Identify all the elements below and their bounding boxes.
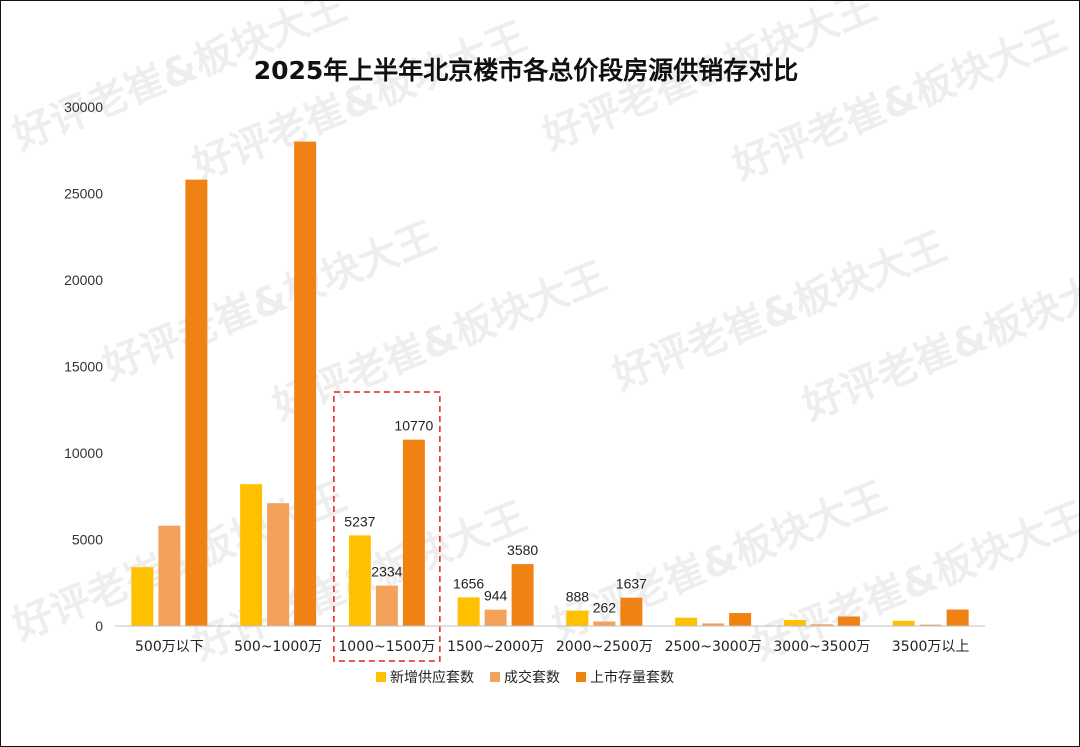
x-tick-label: 1500~2000万 [447,639,544,655]
legend-swatch [376,672,386,682]
x-tick-label: 3500万以上 [892,639,970,655]
bar-0-2 [185,179,208,626]
y-axis: 0 5000 10000 15000 20000 25000 30000 [64,99,103,634]
y-tick-label: 20000 [64,272,103,288]
legend-label: 新增供应套数 [390,669,474,686]
data-label: 1637 [616,576,647,592]
bar-3-0 [457,597,480,626]
x-tick-label: 3000~3500万 [773,639,870,655]
x-tick-label: 2500~3000万 [665,639,762,655]
y-tick-label: 25000 [64,186,103,202]
bar-5-2 [729,613,752,626]
data-label: 1656 [453,575,484,591]
bar-3-2 [511,564,534,626]
bar-1-1 [267,503,290,626]
x-axis: 500万以下 500~1000万 1000~1500万 1500~2000万 2000~… [115,625,985,655]
bar-4-2 [620,597,643,626]
legend-label: 上市存量套数 [590,669,674,686]
data-label: 10770 [394,418,433,434]
data-label: 3580 [507,542,538,558]
bar-2-2 [402,439,425,626]
legend-label: 成交套数 [504,669,560,686]
x-tick-label: 500万以下 [135,639,204,655]
bar-7-1 [919,624,942,626]
bar-5-1 [702,623,725,626]
bar-3-1 [484,609,507,626]
x-tick-label: 500~1000万 [234,639,322,655]
data-label: 2334 [371,564,402,580]
bar-6-1 [810,624,833,626]
bar-4-1 [593,621,616,626]
y-tick-label: 0 [95,618,103,634]
chart-title: 2025年上半年北京楼市各总价段房源供销存对比 [253,56,799,85]
x-tick-label: 2000~2500万 [556,639,653,655]
data-label: 944 [484,588,508,604]
data-label: 5237 [344,513,375,529]
bars-layer [131,141,969,662]
y-tick-label: 10000 [64,445,103,461]
bar-5-0 [675,617,698,626]
y-tick-label: 15000 [64,359,103,375]
bar-0-0 [131,567,154,626]
bar-6-0 [783,619,806,626]
data-label: 262 [593,599,617,615]
x-tick-label: 1000~1500万 [338,639,435,655]
legend-swatch [490,672,500,682]
bar-2-1 [375,585,398,626]
bar-4-0 [566,610,589,626]
highlight-box [333,391,441,662]
bar-6-2 [837,616,860,626]
bar-1-2 [294,141,317,626]
legend-swatch [576,672,586,682]
bar-7-2 [946,609,969,626]
bar-0-1 [158,525,181,626]
bar-7-0 [892,620,915,626]
data-label: 888 [566,589,590,605]
bar-2-0 [348,535,371,626]
legend: 新增供应套数 成交套数 上市存量套数 [376,669,674,686]
y-tick-label: 30000 [64,99,103,115]
y-tick-label: 5000 [72,532,103,548]
bar-1-0 [240,484,263,626]
